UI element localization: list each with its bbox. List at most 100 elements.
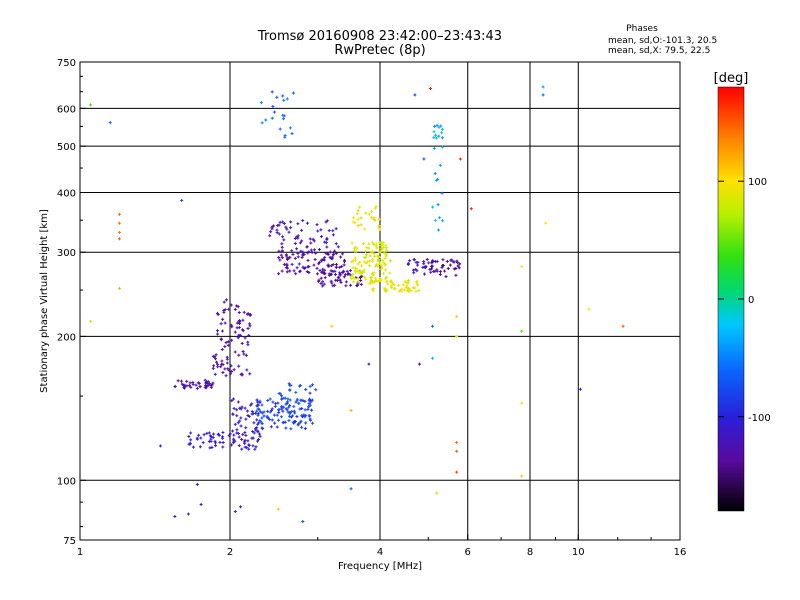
data-point: [363, 227, 367, 231]
data-point: [300, 228, 304, 232]
data-point: [287, 419, 291, 423]
data-point: [210, 445, 214, 449]
data-point: [356, 280, 360, 284]
data-point: [370, 209, 374, 213]
data-point: [282, 98, 286, 102]
data-point: [358, 271, 362, 275]
data-point: [348, 269, 352, 273]
data-point: [443, 269, 447, 273]
data-point: [384, 280, 388, 284]
data-point: [233, 510, 237, 514]
data-point: [440, 266, 444, 270]
data-point: [279, 405, 283, 409]
data-point: [356, 262, 360, 266]
data-point: [306, 407, 310, 411]
data-point: [416, 283, 420, 287]
data-point: [314, 251, 318, 255]
x-axis-label: Frequency [MHz]: [338, 561, 422, 572]
data-point: [437, 134, 441, 138]
data-point: [323, 268, 327, 272]
data-point: [370, 260, 374, 264]
data-point: [299, 249, 303, 253]
data-point: [455, 334, 459, 338]
data-points: [89, 85, 625, 523]
data-point: [266, 409, 270, 413]
data-point: [248, 313, 252, 317]
y-tick-label: 300: [57, 248, 76, 259]
data-point: [378, 241, 382, 245]
data-point: [223, 345, 227, 349]
data-point: [243, 336, 247, 340]
data-point: [260, 411, 264, 415]
data-point: [430, 261, 434, 265]
data-point: [213, 357, 217, 361]
data-point: [374, 279, 378, 283]
data-point: [189, 431, 193, 435]
data-point: [211, 366, 215, 370]
data-point: [319, 235, 323, 239]
data-point: [359, 216, 363, 220]
data-point: [180, 198, 184, 202]
data-point: [245, 368, 249, 372]
data-point: [204, 384, 208, 388]
data-point: [220, 329, 224, 333]
data-point: [356, 277, 360, 281]
data-point: [237, 319, 241, 323]
data-point: [355, 284, 359, 288]
data-point: [435, 259, 439, 263]
data-point: [367, 212, 371, 216]
data-point: [448, 263, 452, 267]
colorbar-tick-label: 0: [748, 295, 754, 306]
data-point: [227, 368, 231, 372]
data-point: [179, 379, 183, 383]
x-tick-label: 2: [227, 547, 233, 558]
data-point: [194, 383, 198, 387]
data-point: [312, 239, 316, 243]
data-point: [392, 287, 396, 291]
data-point: [331, 284, 335, 288]
data-point: [437, 228, 441, 232]
data-point: [349, 283, 353, 287]
data-point: [357, 260, 361, 264]
data-point: [304, 421, 308, 425]
data-point: [277, 391, 281, 395]
data-point: [375, 246, 379, 250]
data-point: [232, 437, 236, 441]
data-point: [264, 118, 268, 122]
data-point: [328, 250, 332, 254]
data-point: [374, 242, 378, 246]
data-point: [273, 110, 277, 114]
data-point: [345, 269, 349, 273]
data-point: [248, 324, 252, 328]
data-point: [280, 394, 284, 398]
data-point: [351, 273, 355, 277]
data-point: [312, 263, 316, 267]
data-point: [293, 236, 297, 240]
data-point: [233, 422, 237, 426]
data-point: [324, 241, 328, 245]
data-point: [185, 379, 189, 383]
data-point: [300, 255, 304, 259]
data-point: [306, 258, 310, 262]
data-point: [308, 414, 312, 418]
data-point: [308, 391, 312, 395]
data-point: [202, 433, 206, 437]
y-tick-label: 500: [57, 142, 76, 153]
data-point: [248, 372, 252, 376]
data-point: [353, 277, 357, 281]
data-point: [251, 430, 255, 434]
data-point: [398, 289, 402, 293]
data-point: [457, 266, 461, 270]
data-point: [222, 309, 226, 313]
data-point: [282, 117, 286, 121]
data-point: [384, 246, 388, 250]
data-point: [414, 290, 418, 294]
data-point: [270, 116, 274, 120]
data-point: [241, 318, 245, 322]
data-point: [329, 272, 333, 276]
data-point: [379, 267, 383, 271]
data-point: [231, 412, 235, 416]
data-point: [284, 225, 288, 229]
data-point: [382, 245, 386, 249]
data-point: [246, 439, 250, 443]
